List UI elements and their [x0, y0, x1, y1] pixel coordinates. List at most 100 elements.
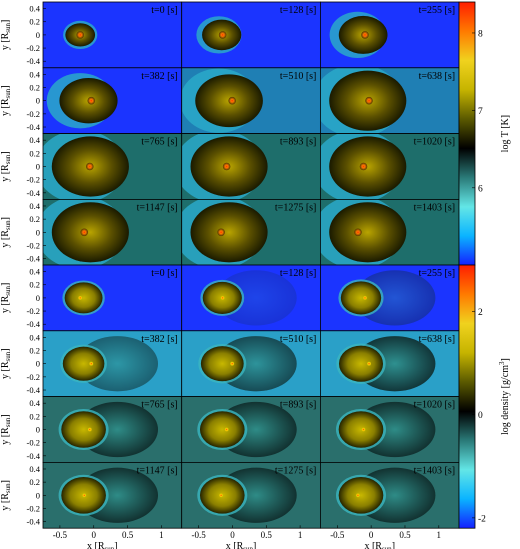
y-tick-label: 0.2: [29, 280, 40, 290]
star-core: [82, 493, 87, 498]
star-core: [87, 96, 96, 105]
colorbar: [458, 1, 476, 266]
star-core: [80, 228, 89, 237]
star-core: [219, 493, 224, 498]
y-tick-label: 0: [36, 425, 40, 435]
density-panel-6: t=765 [s]: [42, 396, 183, 463]
x-tick-label: 1: [159, 530, 164, 540]
x-axis-label: x [Rsun]: [87, 541, 118, 549]
temperature-panel-0: t=0 [s]: [42, 1, 183, 69]
star-core: [361, 31, 369, 39]
y-tick-label: -0.2: [27, 372, 40, 382]
time-label: t=0 [s]: [151, 268, 177, 279]
y-tick-label: 0: [36, 30, 40, 40]
y-tick-label: 0: [36, 96, 40, 106]
density-panel-11: t=1403 [s]: [319, 461, 460, 529]
temperature-panel-4: t=510 [s]: [181, 67, 321, 135]
y-tick-label: -0.2: [27, 306, 40, 316]
y-axis-label: y [Rsun]: [0, 414, 12, 445]
time-label: t=255 [s]: [419, 5, 455, 16]
time-label: t=893 [s]: [280, 137, 316, 148]
colorbar-layer: 6 7 8 log T [K] 2 0 -2 log density [g/cm3]: [458, 1, 511, 529]
time-label: t=382 [s]: [141, 71, 177, 82]
time-label: t=638 [s]: [419, 334, 455, 345]
colorbar-tick-label: 0: [478, 411, 483, 421]
time-label: t=128 [s]: [280, 268, 316, 279]
temperature-panel-5: t=638 [s]: [319, 67, 460, 135]
star-core: [222, 162, 231, 171]
envelope: [200, 346, 244, 382]
time-label: t=638 [s]: [419, 71, 455, 82]
time-label: t=510 [s]: [280, 71, 316, 82]
y-tick-label: -0.2: [27, 240, 40, 250]
star-core: [89, 361, 94, 366]
y-tick-label: 0.4: [29, 69, 40, 79]
y-tick-label: 0: [36, 162, 40, 172]
panels-layer: t=0 [s] t=128 [s] t=255 [s] t=382 [s] t=510 …: [42, 1, 460, 529]
x-tick-label: 1: [298, 530, 303, 540]
y-tick-label: -0.2: [27, 43, 40, 53]
colorbar-label: log density [g/cm3]: [498, 358, 511, 435]
time-label: t=510 [s]: [280, 334, 316, 345]
y-tick-label: -0.2: [27, 109, 40, 119]
temperature-panel-11: t=1403 [s]: [319, 198, 460, 266]
y-tick-label: -0.4: [27, 122, 41, 132]
time-label: t=128 [s]: [280, 5, 316, 16]
envelope: [340, 281, 382, 315]
axes-layer: 0.4 0.2 0 -0.2 -0.4 y [Rsun] 0.4 0.2 0 -0.2 -0.4 y …: [0, 4, 441, 549]
time-label: t=382 [s]: [141, 334, 177, 345]
y-tick-label: -0.4: [27, 451, 41, 461]
colorbar-tick-label: 2: [478, 308, 483, 318]
y-tick-label: 0.4: [29, 464, 40, 474]
time-label: t=893 [s]: [280, 400, 316, 411]
star-core: [366, 361, 372, 366]
time-label: t=1275 [s]: [275, 465, 316, 476]
x-tick-label: 1: [437, 530, 442, 540]
density-panel-10: t=1275 [s]: [181, 461, 321, 529]
envelope: [51, 202, 129, 263]
y-tick-label: 0.4: [29, 398, 40, 408]
y-tick-label: -0.2: [27, 438, 40, 448]
time-label: t=765 [s]: [141, 137, 177, 148]
envelope: [62, 346, 105, 381]
y-axis-label: y [Rsun]: [0, 217, 12, 248]
star-core: [217, 228, 225, 237]
time-label: t=1147 [s]: [137, 465, 178, 476]
y-tick-label: 0.4: [29, 267, 40, 277]
star-core: [220, 295, 225, 300]
envelope: [338, 411, 384, 448]
colorbar: [458, 264, 476, 529]
x-tick-label: -0.5: [330, 530, 345, 540]
colorbar-tick-label: 6: [478, 184, 483, 194]
density-panel-8: t=1020 [s]: [319, 396, 460, 463]
star-core: [362, 295, 368, 300]
y-tick-label: 0.2: [29, 83, 40, 93]
y-tick-label: -0.4: [27, 517, 41, 527]
y-tick-label: 0.4: [29, 201, 40, 211]
density-panel-4: t=510 [s]: [181, 330, 321, 397]
time-label: t=1020 [s]: [414, 400, 455, 411]
star-core: [355, 493, 360, 498]
y-tick-label: -0.4: [27, 385, 41, 395]
star-core: [359, 162, 368, 171]
star-core: [87, 427, 92, 432]
envelope: [61, 411, 106, 448]
time-label: t=765 [s]: [141, 400, 177, 411]
density-panel-3: t=382 [s]: [42, 330, 183, 397]
colorbar-tick-label: 7: [478, 107, 483, 117]
star-core: [354, 228, 362, 237]
time-label: t=1403 [s]: [414, 465, 455, 476]
temperature-panel-10: t=1275 [s]: [181, 198, 321, 266]
y-tick-label: 0.2: [29, 411, 40, 421]
envelope: [338, 476, 384, 514]
star-core: [85, 162, 94, 171]
star-core: [218, 31, 227, 39]
density-panel-1: t=128 [s]: [181, 264, 321, 332]
density-panel-5: t=638 [s]: [319, 330, 460, 397]
time-label: t=1275 [s]: [275, 202, 316, 213]
density-panel-7: t=893 [s]: [181, 396, 321, 463]
temperature-panel-8: t=1020 [s]: [319, 133, 460, 200]
x-tick-label: 0: [369, 530, 374, 540]
y-tick-label: 0.4: [29, 332, 40, 342]
